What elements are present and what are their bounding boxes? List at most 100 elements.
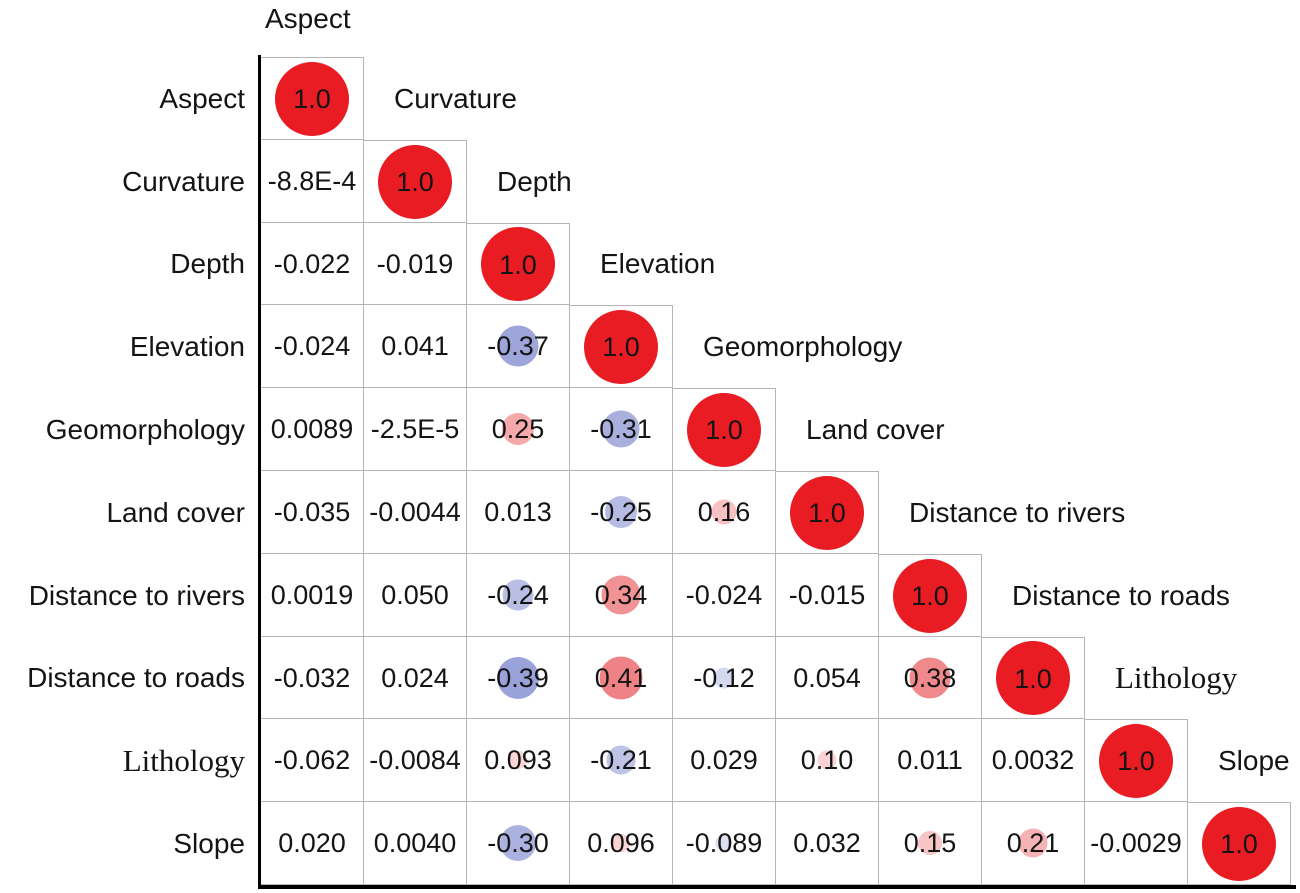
correlation-value: 1.0 (911, 581, 949, 611)
correlation-value: 1.0 (396, 167, 434, 197)
matrix-cell: 1.0 (776, 471, 879, 554)
matrix-cell: 0.054 (776, 637, 879, 719)
matrix-cell: 0.21 (982, 802, 1085, 885)
column-header: Distance to rivers (909, 497, 1126, 528)
matrix-cell: -0.024 (261, 305, 364, 388)
correlation-value: 0.0032 (991, 745, 1075, 775)
matrix-cell: -0.39 (467, 637, 570, 719)
correlation-value: 0.011 (897, 745, 963, 775)
correlation-value: 0.0019 (270, 580, 354, 610)
matrix-cell: 0.15 (879, 802, 982, 885)
correlation-value: -2.5E-5 (370, 414, 460, 444)
correlation-value: -0.022 (273, 249, 351, 279)
correlation-value: 0.21 (1006, 828, 1060, 858)
row-label: Aspect (159, 83, 245, 114)
correlation-circle (497, 656, 539, 699)
correlation-value: 1.0 (602, 332, 640, 362)
column-header: Elevation (600, 248, 716, 279)
matrix-cell: -0.37 (467, 305, 570, 388)
matrix-cell: 0.0089 (261, 388, 364, 471)
correlation-circle (713, 667, 735, 688)
matrix-cell: 0.020 (261, 802, 364, 885)
matrix-cell: -8.8E-4 (261, 140, 364, 223)
matrix-cell: -0.31 (570, 388, 673, 471)
correlation-value: 1.0 (1220, 829, 1258, 859)
correlation-circle (1202, 806, 1276, 881)
correlation-value: -0.062 (273, 745, 351, 775)
correlation-value: -0.0084 (369, 745, 461, 775)
matrix-cell: -0.25 (570, 471, 673, 554)
matrix-cell: 0.34 (570, 554, 673, 637)
matrix-cell: 0.032 (776, 802, 879, 885)
correlation-value: 0.032 (793, 828, 861, 858)
matrix-cell: 0.0032 (982, 719, 1085, 802)
correlation-circle (599, 656, 643, 699)
matrix-cell: -0.0029 (1085, 802, 1188, 885)
column-header: Slope (1218, 745, 1290, 776)
matrix-cell: 0.096 (570, 802, 673, 885)
y-axis-line (258, 55, 261, 889)
column-header: Curvature (394, 83, 517, 114)
correlation-circle (1099, 723, 1173, 798)
matrix-cell: -0.015 (776, 554, 879, 637)
correlation-value: -0.015 (788, 580, 866, 610)
correlation-value: 1.0 (1117, 746, 1155, 776)
correlation-value: 0.013 (484, 497, 552, 527)
column-header: Depth (497, 166, 572, 197)
correlation-value: 0.41 (594, 663, 648, 693)
correlation-value: 0.10 (800, 745, 854, 775)
correlation-value: 1.0 (808, 498, 846, 528)
matrix-cell: 0.0019 (261, 554, 364, 637)
correlation-circle (584, 309, 658, 384)
matrix-cell: 0.16 (673, 471, 776, 554)
correlation-circle (909, 657, 951, 698)
matrix-cell: 0.093 (467, 719, 570, 802)
matrix-cell: -0.035 (261, 471, 364, 554)
correlation-value: 0.024 (381, 663, 449, 693)
matrix-cell: -0.21 (570, 719, 673, 802)
correlation-value: -0.032 (273, 663, 351, 693)
matrix-cell: 1.0 (261, 57, 364, 140)
row-label: Geomorphology (45, 414, 245, 445)
correlation-circle (817, 750, 837, 770)
matrix-cell: -2.5E-5 (364, 388, 467, 471)
correlation-circle (790, 475, 864, 550)
correlation-value: 0.020 (278, 828, 346, 858)
correlation-value: 1.0 (293, 84, 331, 114)
correlation-value: -0.024 (685, 580, 763, 610)
correlation-value: 1.0 (499, 250, 537, 280)
matrix-cell: 1.0 (570, 305, 673, 388)
correlation-circle (500, 825, 536, 861)
correlation-circle (601, 575, 641, 615)
column-header: Lithology (1115, 660, 1238, 695)
matrix-cell: -0.019 (364, 223, 467, 305)
correlation-value: 0.34 (594, 580, 648, 610)
correlation-circle (481, 227, 555, 301)
correlation-value: 1.0 (705, 415, 743, 445)
correlation-value: 1.0 (1014, 664, 1052, 694)
matrix-cell: 0.0040 (364, 802, 467, 885)
matrix-cell: -0.062 (261, 719, 364, 802)
row-label: Lithology (122, 743, 245, 778)
correlation-value: -0.0044 (369, 497, 461, 527)
correlation-value: -0.25 (590, 497, 652, 527)
correlation-value: -8.8E-4 (267, 166, 357, 196)
matrix-cell: -0.032 (261, 637, 364, 719)
correlation-value: -0.30 (487, 828, 549, 858)
matrix-cell: -0.022 (261, 223, 364, 305)
matrix-cell: -0.089 (673, 802, 776, 885)
correlation-value: 0.16 (697, 497, 751, 527)
matrix-cell: 0.050 (364, 554, 467, 637)
correlation-value: -0.12 (693, 663, 755, 693)
correlation-value: -0.21 (590, 745, 652, 775)
row-label: Distance to roads (27, 662, 245, 693)
matrix-cell: 1.0 (364, 140, 467, 223)
correlation-value: 0.38 (903, 663, 957, 693)
correlation-circle (996, 641, 1070, 715)
column-header: Land cover (806, 414, 945, 445)
matrix-cell: 0.029 (673, 719, 776, 802)
correlation-value: 0.0089 (270, 414, 354, 444)
correlation-value: 0.093 (484, 745, 552, 775)
matrix-cell: 1.0 (673, 388, 776, 471)
column-header: Distance to roads (1012, 580, 1230, 611)
